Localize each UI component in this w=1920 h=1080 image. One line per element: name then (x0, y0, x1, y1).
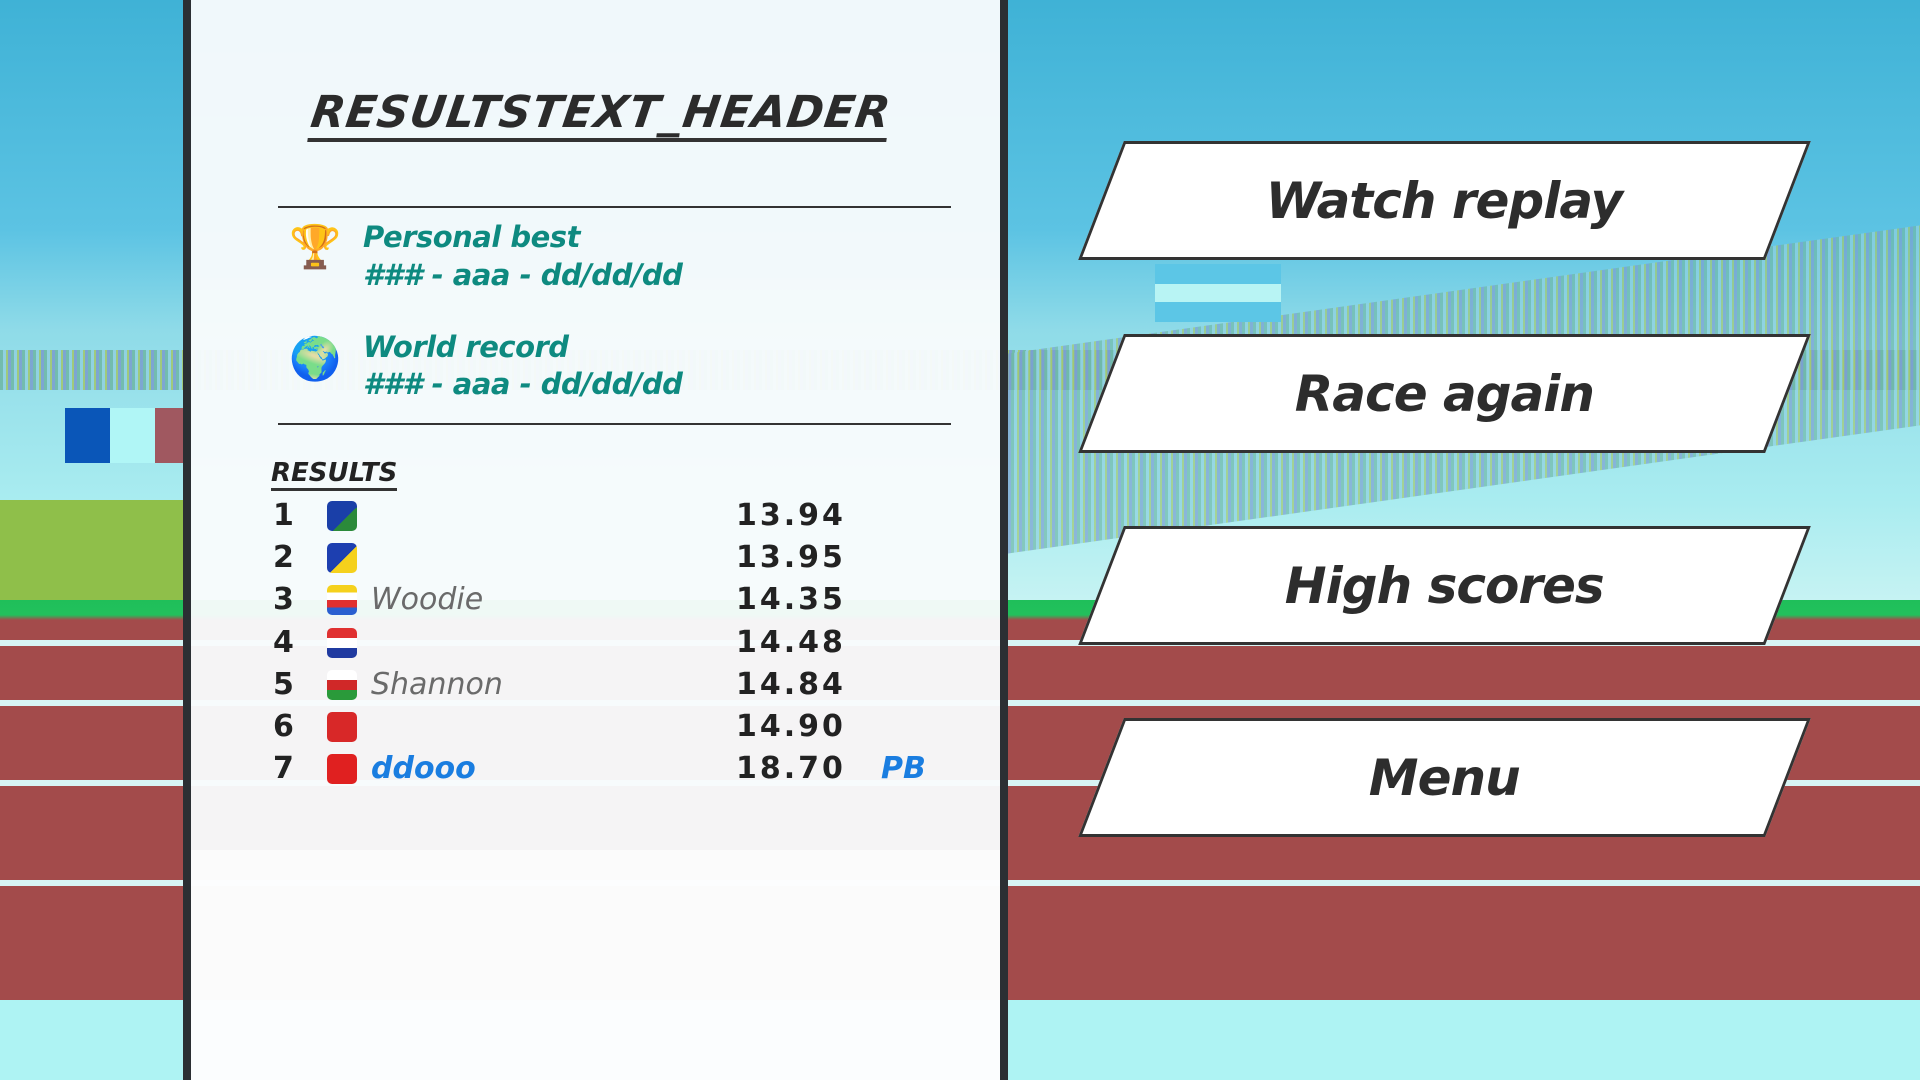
result-row: 1 13.94 (271, 496, 971, 536)
result-rank: 2 (273, 540, 294, 576)
race-again-label: Race again (1294, 364, 1595, 423)
result-row: 6 14.90 (271, 707, 971, 747)
divider (278, 206, 951, 208)
divider (278, 423, 951, 425)
result-row: 5 Shannon 14.84 (271, 665, 971, 705)
watch-replay-button[interactable]: Watch replay (1078, 141, 1811, 260)
result-rank: 1 (273, 498, 294, 533)
globe-icon: 🌍 (289, 334, 342, 383)
personal-best-label: Personal best (363, 220, 580, 254)
result-time: 13.95 (736, 540, 846, 576)
result-rank: 4 (273, 624, 294, 660)
result-time: 14.35 (736, 582, 846, 618)
result-row: 4 14.48 (271, 623, 971, 663)
scoreboard (0, 500, 183, 600)
result-rank: 3 (273, 582, 294, 618)
france-flag (65, 408, 185, 463)
world-record-label: World record (363, 330, 569, 364)
result-time: 14.48 (736, 624, 846, 660)
result-time: 14.90 (736, 709, 846, 744)
result-name: ddooo (371, 751, 476, 787)
watch-replay-label: Watch replay (1266, 171, 1623, 230)
trophy-icon: 🏆 (289, 222, 342, 271)
result-name: Shannon (371, 666, 503, 702)
country-flag-icon (327, 669, 357, 700)
results-label: RESULTS (271, 458, 398, 491)
result-rank: 6 (273, 709, 294, 744)
high-scores-button[interactable]: High scores (1078, 526, 1811, 645)
result-row: 2 13.95 (271, 538, 971, 578)
result-rank: 5 (273, 666, 294, 702)
results-header: RESULTSTEXT_HEADER (307, 87, 894, 142)
result-name: Woodie (371, 582, 484, 618)
menu-label: Menu (1369, 748, 1520, 807)
panel-footer (191, 850, 1000, 1080)
result-rank: 7 (273, 751, 294, 787)
result-time: 13.94 (736, 498, 846, 533)
results-panel: RESULTSTEXT_HEADER 🏆 Personal best ### -… (183, 0, 1008, 1080)
argentina-flag (1155, 264, 1281, 322)
result-time: 14.84 (736, 666, 846, 702)
race-again-button[interactable]: Race again (1078, 334, 1811, 453)
country-flag-icon (327, 501, 357, 531)
personal-best-badge: PB (881, 751, 926, 787)
personal-best-value: ### - aaa - dd/dd/dd (363, 258, 683, 292)
result-row: 3 Woodie 14.35 (271, 580, 971, 620)
result-row: 7 ddooo 18.70 PB (271, 749, 971, 789)
result-time: 18.70 (736, 751, 846, 787)
country-flag-icon (327, 712, 357, 742)
country-flag-icon (327, 543, 357, 574)
menu-button[interactable]: Menu (1078, 718, 1811, 837)
high-scores-label: High scores (1285, 556, 1604, 615)
world-record-value: ### - aaa - dd/dd/dd (363, 367, 683, 401)
country-flag-icon (327, 754, 357, 785)
country-flag-icon (327, 585, 357, 616)
country-flag-icon (327, 627, 357, 658)
